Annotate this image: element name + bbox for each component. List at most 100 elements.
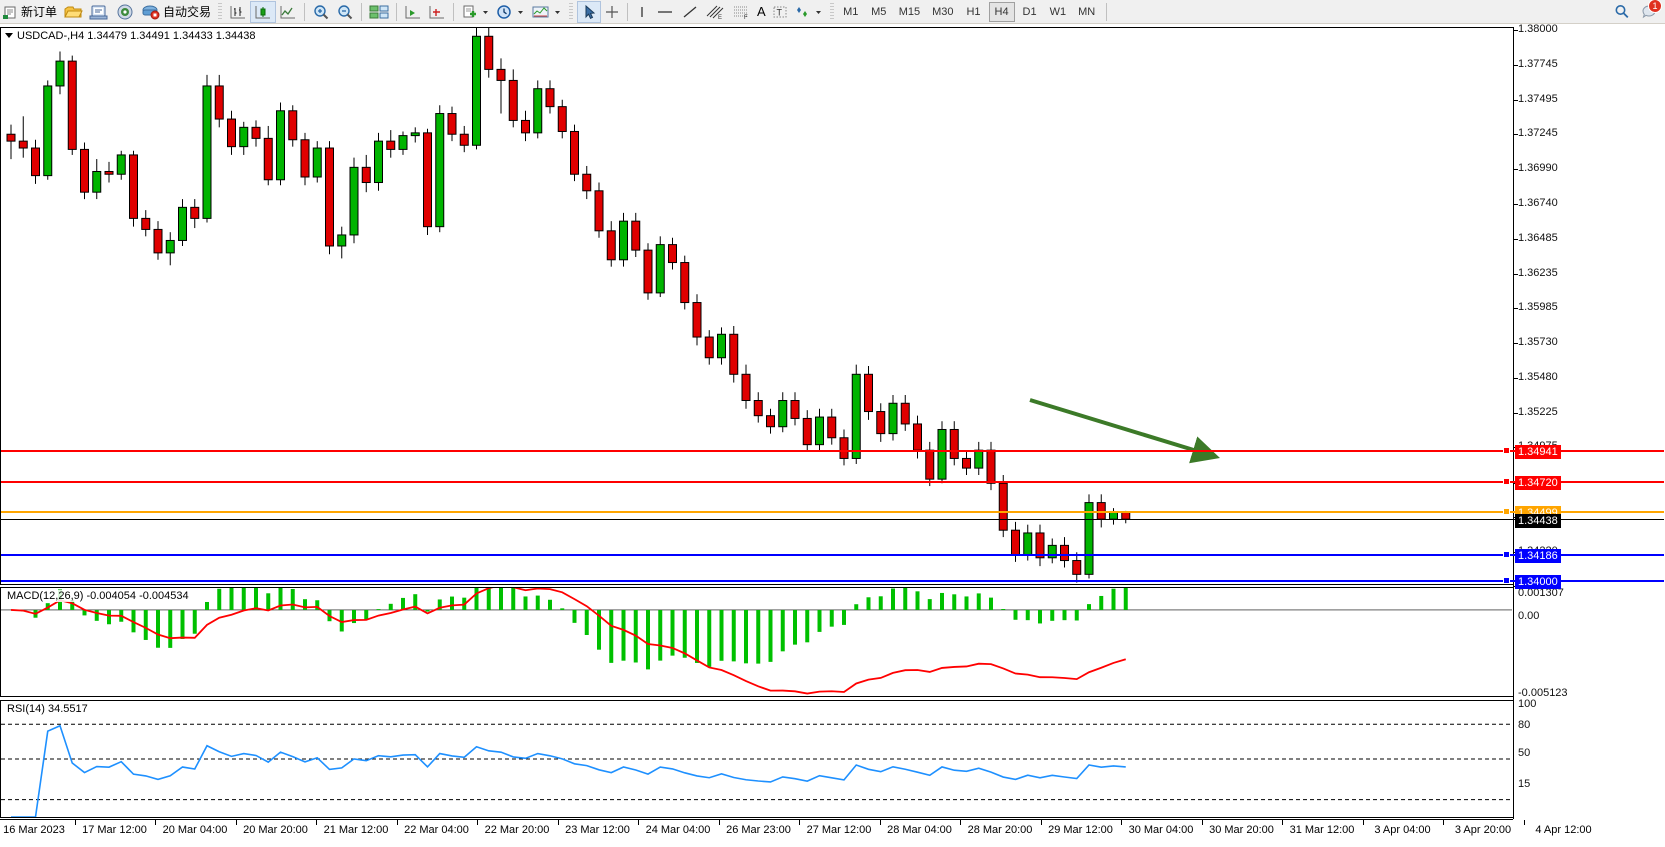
auto-scroll-button[interactable] <box>401 1 425 23</box>
price-axis-tick: 1.36485 <box>1514 232 1558 244</box>
price-axis-tick-mark <box>1514 273 1518 275</box>
toolbar-right-group: 1 <box>1613 0 1662 24</box>
price-chart-pane[interactable]: USDCAD-,H4 1.34479 1.34491 1.34433 1.344… <box>0 27 1665 585</box>
timeframe-w1[interactable]: W1 <box>1049 5 1067 18</box>
stoploss-level-handle[interactable] <box>1503 447 1510 455</box>
rsi-indicator-pane[interactable]: RSI(14) 34.5517 <box>0 700 1665 818</box>
zoom-out-button[interactable] <box>333 1 357 23</box>
templates-icon <box>531 4 551 20</box>
resistance-level-tag[interactable]: 1.34720 <box>1515 475 1561 490</box>
time-axis-tick-mark <box>155 820 156 825</box>
macd-axis-tick: 0.001307 <box>1518 587 1564 599</box>
price-axis-tick: 1.38000 <box>1514 23 1558 35</box>
chart-window-icon <box>369 4 389 20</box>
toolbar-separator-3 <box>396 2 398 21</box>
svg-text:E: E <box>718 15 722 20</box>
timeframe-h4[interactable]: H4 <box>988 1 1015 22</box>
price-axis-tick-mark <box>1514 239 1518 241</box>
candlestick-chart-button[interactable] <box>250 0 277 23</box>
chart-window-button[interactable] <box>366 1 392 23</box>
target-level-handle[interactable] <box>1503 576 1510 584</box>
fibonacci-button[interactable]: F <box>728 1 754 23</box>
time-axis-tick-mark <box>477 820 478 825</box>
time-axis-tick: 27 Mar 12:00 <box>806 824 872 836</box>
shapes-dropdown-arrow[interactable] <box>814 4 823 20</box>
cursor-button[interactable] <box>577 0 602 23</box>
stoploss-level-tag[interactable]: 1.34941 <box>1515 445 1561 460</box>
macd-pane-title: MACD(12,26,9) -0.004054 -0.004534 <box>7 590 189 602</box>
target-level-tag[interactable]: 1.34000 <box>1515 574 1561 589</box>
new-order-button[interactable]: 新订单 <box>0 1 60 23</box>
price-axis-tick: 1.36990 <box>1514 162 1558 174</box>
line-chart-button[interactable] <box>276 1 300 23</box>
timeframe-h1[interactable]: H1 <box>966 5 981 18</box>
text-icon: A <box>757 4 766 19</box>
price-axis-tick-mark <box>1514 412 1518 414</box>
chart-shift-button[interactable] <box>425 1 449 23</box>
resistance-level-line[interactable] <box>1 480 1664 483</box>
trendline-button[interactable] <box>678 1 702 23</box>
bar-chart-button[interactable] <box>226 1 250 23</box>
search-icon[interactable] <box>1613 3 1631 21</box>
time-axis-tick: 22 Mar 20:00 <box>484 824 550 836</box>
time-axis-tick-mark <box>799 820 800 825</box>
vertical-line-button[interactable] <box>632 1 652 23</box>
time-axis-tick-mark <box>718 820 720 825</box>
entry-level-line[interactable] <box>1 511 1664 514</box>
open-folder-button[interactable] <box>60 1 86 23</box>
terminal-button[interactable] <box>86 1 112 23</box>
time-axis-tick: 29 Mar 12:00 <box>1048 824 1113 836</box>
add-indicator-dropdown-arrow[interactable] <box>481 4 490 20</box>
takeprofit-level-tag[interactable]: 1.34186 <box>1515 549 1561 564</box>
candlestick-chart-icon <box>254 4 272 20</box>
navigator-button[interactable] <box>112 1 138 23</box>
templates-button[interactable] <box>528 1 565 23</box>
current-price-tag[interactable]: 1.34438 <box>1515 514 1561 529</box>
text-button[interactable]: A <box>754 1 769 23</box>
chart-workspace: USDCAD-,H4 1.34479 1.34491 1.34433 1.344… <box>0 23 1665 847</box>
toolbar-grip-periods[interactable] <box>829 2 834 21</box>
time-axis-tick: 28 Mar 04:00 <box>887 824 952 836</box>
timeframe-m30[interactable]: M30 <box>932 5 954 18</box>
autotrading-label: 自动交易 <box>163 5 212 19</box>
price-axis-tick: 1.35730 <box>1514 336 1558 348</box>
time-axis-tick-mark <box>1523 820 1525 825</box>
chart-shift-icon <box>428 4 446 20</box>
timeframe-m1[interactable]: M1 <box>843 5 859 18</box>
entry-level-handle[interactable] <box>1503 508 1510 516</box>
time-axis-tick: 28 Mar 20:00 <box>967 824 1033 836</box>
crosshair-button[interactable] <box>601 1 623 23</box>
collapse-arrow-icon[interactable] <box>5 33 13 38</box>
takeprofit-level-handle[interactable] <box>1503 551 1510 559</box>
templates-dropdown-arrow[interactable] <box>553 4 562 20</box>
zoom-in-button[interactable] <box>309 1 333 23</box>
equidistant-channel-button[interactable]: E <box>702 1 728 23</box>
zoom-in-icon <box>312 4 330 20</box>
toolbar-grip-charts[interactable] <box>218 2 223 21</box>
text-label-button[interactable]: T <box>769 1 791 23</box>
period-button[interactable] <box>493 1 528 23</box>
autotrading-button[interactable]: 自动交易 <box>138 1 214 23</box>
shapes-icon <box>794 4 812 20</box>
svg-text:F: F <box>744 15 748 20</box>
macd-indicator-pane[interactable]: MACD(12,26,9) -0.004054 -0.004534 <box>0 587 1665 697</box>
stoploss-level-line[interactable] <box>1 450 1664 453</box>
resistance-level-handle[interactable] <box>1503 477 1510 485</box>
add-indicator-button[interactable] <box>458 1 493 23</box>
shapes-button[interactable] <box>791 1 826 23</box>
timeframe-m5[interactable]: M5 <box>871 5 887 18</box>
price-axis[interactable]: 1.38000 1.37745 1.37495 1.37245 1.36990 1.367… <box>1513 23 1665 819</box>
timeframe-m15[interactable]: M15 <box>898 5 921 18</box>
takeprofit-level-line[interactable] <box>1 554 1664 557</box>
price-axis-tick-mark <box>1514 65 1518 67</box>
target-level-line[interactable] <box>1 579 1664 582</box>
notifications-button[interactable]: 1 <box>1641 0 1662 21</box>
timeframe-mn[interactable]: MN <box>1078 5 1096 18</box>
toolbar-separator-1 <box>304 2 306 21</box>
toolbar-grip-tools[interactable] <box>569 2 574 21</box>
time-axis: 16 Mar 2023 17 Mar 12:00 20 Mar 04:00 20 Ma… <box>0 819 1592 845</box>
macd-axis-tick: 0.00 <box>1518 610 1540 622</box>
horizontal-line-button[interactable] <box>652 1 678 23</box>
period-dropdown-arrow[interactable] <box>516 4 525 20</box>
timeframe-d1[interactable]: D1 <box>1022 5 1037 18</box>
